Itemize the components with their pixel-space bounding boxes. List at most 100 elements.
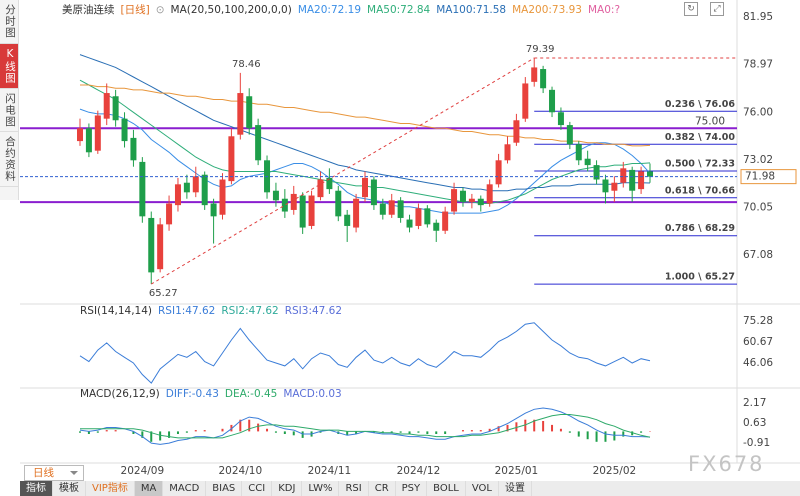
candle-body	[335, 190, 342, 217]
candle-body	[362, 177, 368, 198]
toolbar-item[interactable]: CR	[369, 481, 396, 496]
toolbar-item[interactable]: MA	[134, 481, 164, 496]
x-tick-label: 2024/11	[308, 465, 352, 477]
sidebar-tab[interactable]: 分时图	[0, 0, 18, 44]
candle-body	[540, 69, 547, 89]
candle-body	[219, 179, 226, 215]
y-tick-label: 70.05	[743, 202, 773, 214]
candle-body	[326, 177, 333, 190]
candle-body	[166, 203, 173, 225]
x-tick-label: 2025/02	[593, 465, 637, 477]
indicator-line	[79, 322, 651, 384]
candle-body	[575, 144, 582, 161]
candle-body	[94, 115, 101, 151]
legend-entry: MA100:71.58	[436, 3, 507, 16]
extreme-label: 65.27	[149, 288, 178, 299]
fib-label: 0.618 \ 70.66	[665, 185, 736, 196]
candle-body	[246, 96, 253, 129]
candle-body	[459, 190, 466, 202]
candle-body	[379, 203, 386, 215]
legend-entry: RSI3:47.62	[284, 305, 343, 317]
toolbar-item[interactable]: MACD	[163, 481, 207, 496]
candle-body	[397, 200, 404, 218]
legend-entry: MACD:0.03	[283, 388, 342, 400]
candle-body	[629, 169, 636, 191]
toolbar-item[interactable]: 指标	[20, 481, 53, 496]
candle-body	[451, 189, 458, 212]
candle-body	[121, 118, 128, 142]
candle-body	[370, 179, 377, 206]
x-tick-label: 2024/09	[121, 465, 165, 477]
sidebar-tab[interactable]: 闪电图	[0, 89, 18, 132]
candle-body	[477, 198, 484, 206]
y-tick-label: 75.28	[743, 315, 773, 327]
candle-body	[255, 125, 262, 161]
candle-body	[317, 179, 324, 198]
toolbar-item[interactable]: PSY	[396, 481, 428, 496]
legend-entry: RSI1:47.62	[158, 305, 216, 317]
candle-body	[557, 112, 564, 126]
candle-body	[192, 176, 199, 193]
period-tab[interactable]: 日线	[24, 465, 84, 481]
candle-body	[495, 160, 502, 185]
candle-body	[513, 120, 520, 143]
fib-label: 1.000 \ 65.27	[665, 272, 735, 283]
candle-body	[584, 158, 591, 166]
candle-body	[183, 182, 190, 193]
candle-body	[299, 195, 306, 228]
fib-label: 0.236 \ 76.06	[665, 99, 736, 110]
watermark: FX678	[688, 452, 765, 476]
fib-label: 0.786 \ 68.29	[665, 223, 735, 234]
candle-body	[468, 198, 475, 202]
ma-line	[80, 84, 651, 147]
sidebar-tab[interactable]: K线图	[0, 43, 18, 89]
toolbar-item[interactable]: 模板	[53, 481, 86, 496]
period: [日线]	[120, 4, 150, 16]
toolbar-item[interactable]: VIP指标	[86, 481, 135, 496]
y-tick-label: 67.08	[743, 249, 773, 261]
candle-body	[237, 93, 244, 135]
candle-body	[139, 161, 146, 217]
settings-icon[interactable]: ⊙	[155, 3, 165, 16]
candle-body	[228, 136, 235, 182]
toolbar-item[interactable]: VOL	[466, 481, 499, 496]
candle-body	[620, 168, 627, 183]
fib-label: 0.500 \ 72.33	[665, 159, 735, 170]
toolbar-item[interactable]: LW%	[302, 481, 340, 496]
y-tick-label: 76.00	[743, 106, 773, 118]
candle-body	[531, 67, 538, 82]
y-tick-label: 73.02	[743, 154, 773, 166]
candle-body	[353, 198, 360, 228]
sidebar: 分时图 K线图 闪电图 合约资料	[0, 0, 19, 200]
candle-body	[210, 203, 217, 217]
legend-entry: MA0:?	[588, 3, 621, 16]
fullscreen-icon[interactable]: ⤢	[710, 2, 724, 16]
ma-params: MA(20,50,100,200,0,0)	[170, 3, 292, 16]
toolbar-item[interactable]: 设置	[499, 481, 532, 496]
sidebar-tab[interactable]: 合约资料	[0, 132, 18, 187]
candle-body	[344, 214, 351, 226]
extreme-label: 79.39	[526, 44, 555, 55]
candle-body	[522, 83, 529, 119]
candle-body	[406, 219, 413, 228]
candle-body	[593, 165, 600, 180]
toolbar-item[interactable]: CCI	[242, 481, 273, 496]
toolbar-item[interactable]: BIAS	[206, 481, 243, 496]
candle-body	[433, 222, 440, 231]
toolbar-item[interactable]: BOLL	[427, 481, 466, 496]
refresh-icon[interactable]: ↻	[684, 2, 698, 16]
y-tick-label: 78.97	[743, 59, 773, 71]
candle-body	[85, 128, 92, 153]
candle-body	[157, 224, 164, 270]
candle-body	[77, 128, 83, 142]
last-price-label: 71.98	[745, 171, 775, 183]
candle-body	[647, 171, 653, 177]
toolbar-item[interactable]: KDJ	[272, 481, 303, 496]
candle-body	[415, 208, 422, 226]
macd-header: MACD(26,12,9) DIFF:-0.43 DEA:-0.45 MACD:0.…	[80, 388, 342, 400]
candle-body	[504, 144, 511, 161]
toolbar-item[interactable]: RSI	[339, 481, 369, 496]
candle-body	[103, 93, 110, 119]
